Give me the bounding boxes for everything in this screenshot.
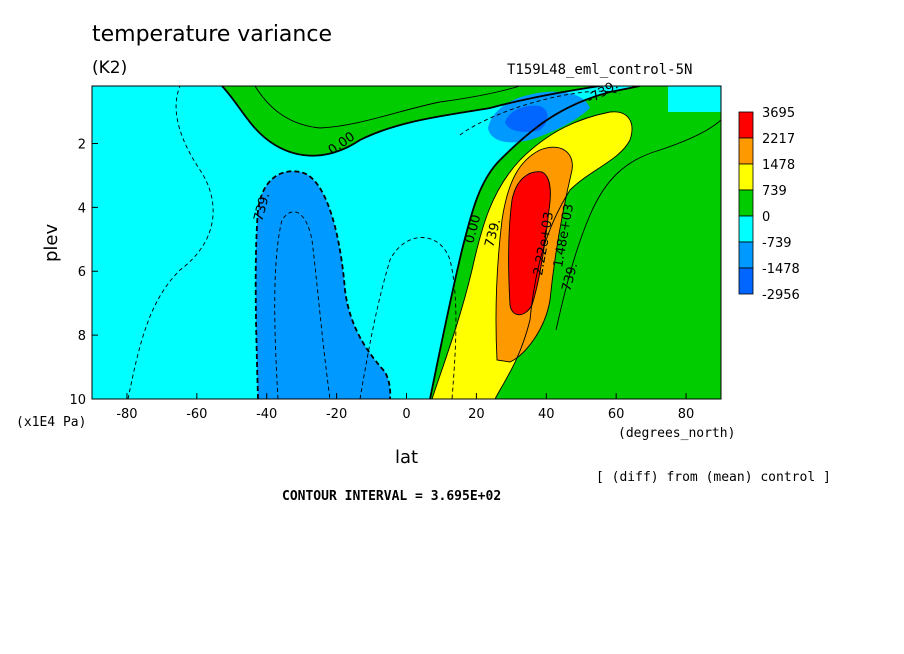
y-unit-label: (x1E4 Pa)	[16, 415, 87, 430]
colorbar-swatch	[738, 163, 754, 191]
y-tick-label: 4	[78, 201, 86, 216]
contour-pos-1478	[495, 146, 573, 363]
y-axis-ticks: 2 4 6 8 10	[69, 137, 98, 408]
region-positive-core-midlat	[508, 171, 551, 315]
chart-units: (K2)	[92, 58, 128, 78]
chart-title: temperature variance	[92, 22, 332, 47]
y-tick-label: 6	[78, 265, 86, 280]
contour-dashed-upper	[459, 90, 621, 136]
contour-lines	[127, 86, 721, 399]
y-tick-label: 8	[78, 329, 86, 344]
run-id: T159L48_eml_control-5N	[507, 62, 693, 78]
contour-label: 739.	[251, 191, 273, 223]
colorbar-label: 1478	[762, 158, 795, 173]
x-tick-label: 0	[402, 407, 410, 422]
contour-pos-upper-ridge	[254, 86, 521, 129]
y-axis-label: plev	[41, 223, 62, 262]
x-tick-label: -60	[186, 407, 207, 422]
y-tick-label: 2	[78, 137, 86, 152]
colorbar-label: 2217	[762, 132, 795, 147]
x-axis-ticks: -80 -60 -40 -20 0 20 40 60 80	[116, 393, 694, 422]
x-tick-label: 60	[608, 407, 625, 422]
plot-fill-layer	[92, 86, 721, 399]
region-negative-core-upper-deep	[505, 105, 548, 132]
colorbar-swatch	[738, 267, 754, 295]
colorbar-label: 3695	[762, 106, 795, 121]
colorbar: 3695 2217 1478 739 0 -739 -1478 -2956	[738, 106, 800, 303]
x-tick-label: -40	[256, 407, 277, 422]
colorbar-swatch	[738, 241, 754, 269]
x-tick-label: 40	[538, 407, 555, 422]
contour-interval: CONTOUR INTERVAL = 3.695E+02	[282, 489, 502, 504]
contour-zero-east	[429, 86, 641, 399]
colorbar-label: -1478	[762, 262, 800, 277]
colorbar-swatch	[738, 111, 754, 139]
contour-label: 739.	[482, 217, 504, 249]
contour-dashed-south-2	[274, 211, 331, 399]
colorbar-label: -739	[762, 236, 792, 251]
colorbar-swatch	[738, 137, 754, 165]
contour-label: 739.	[559, 261, 581, 293]
x-tick-label: 80	[678, 407, 695, 422]
contour-pos-739	[431, 111, 633, 399]
region-negative-top-right	[668, 86, 721, 112]
y-tick-label: 10	[69, 393, 86, 408]
contour-zero-upper	[221, 86, 601, 157]
x-axis-label: lat	[395, 447, 418, 468]
colorbar-swatch	[738, 189, 754, 217]
region-negative-core-southern	[255, 171, 391, 399]
colorbar-label: 739	[762, 184, 787, 199]
colorbar-label: -2956	[762, 288, 800, 303]
x-unit-label: (degrees_north)	[618, 426, 736, 441]
contour-pos-739-east	[555, 119, 721, 331]
colorbar-label: 0	[762, 210, 770, 225]
x-tick-label: -80	[116, 407, 137, 422]
x-tick-label: 20	[468, 407, 485, 422]
contour-label: 0.00	[462, 213, 484, 245]
contour-dashed-equator	[359, 237, 457, 399]
contour-pos-2217	[508, 171, 551, 316]
contour-dashed-south-1	[127, 86, 214, 399]
colorbar-swatch	[738, 215, 754, 243]
diff-note: [ (diff) from (mean) control ]	[596, 470, 831, 485]
x-tick-label: -20	[326, 407, 347, 422]
